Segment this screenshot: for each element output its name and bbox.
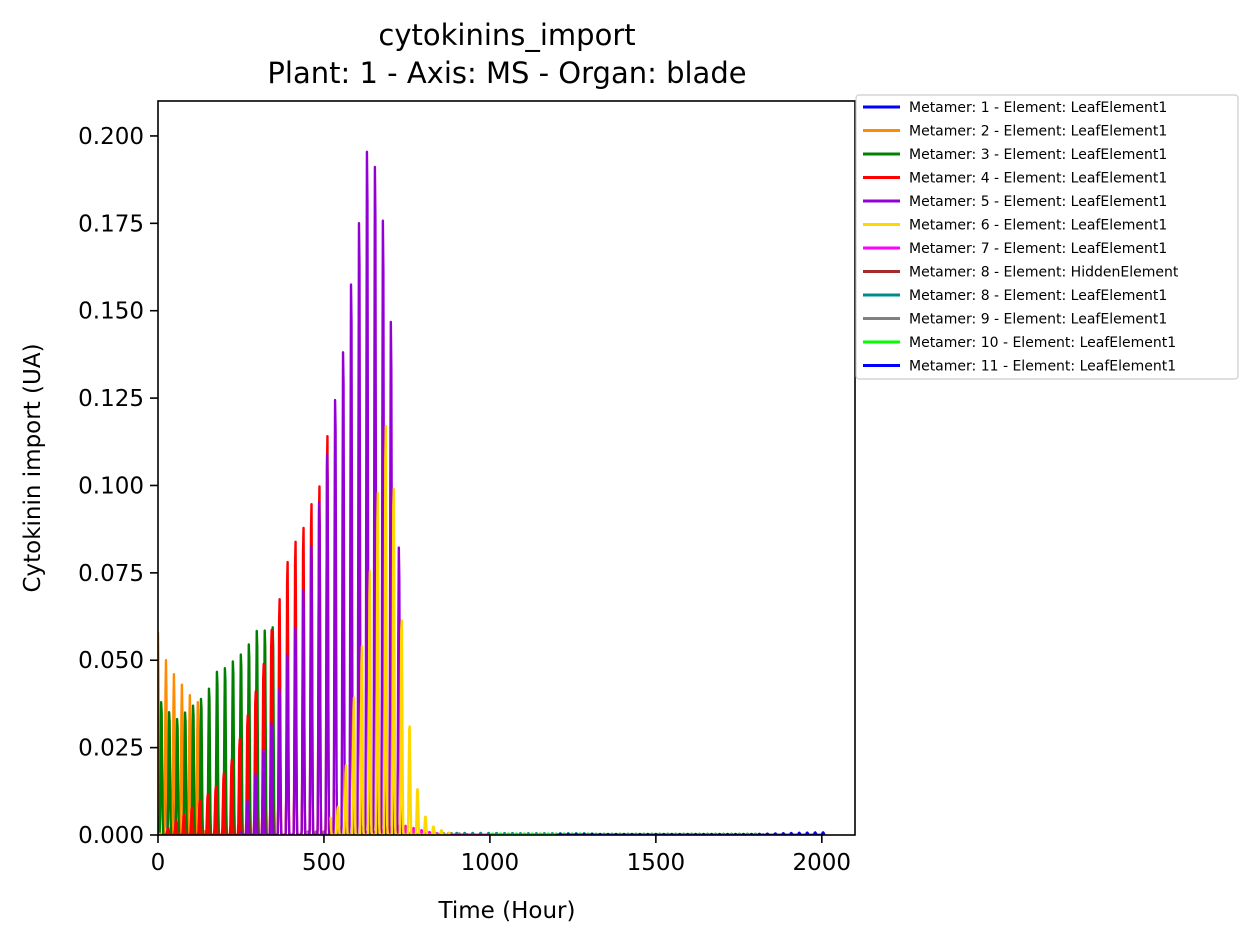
x-tick-label: 0 [151, 850, 166, 876]
y-axis: 0.000 0.025 0.050 0.075 0.100 0.125 0.150 0.175… [78, 124, 158, 849]
y-tick-label: 0.050 [78, 648, 144, 674]
x-tick-label: 1500 [627, 850, 686, 876]
x-axis: 0 500 1000 1500 2000 [151, 835, 851, 876]
legend-label: Metamer: 11 - Element: LeafElement1 [909, 359, 1176, 375]
legend-label: Metamer: 1 - Element: LeafElement1 [909, 100, 1167, 116]
y-tick-label: 0.200 [78, 124, 144, 150]
legend-label: Metamer: 8 - Element: HiddenElement [909, 265, 1179, 281]
y-tick-label: 0.000 [78, 823, 144, 849]
chart-title: cytokinins_import [378, 18, 635, 52]
legend-label: Metamer: 7 - Element: LeafElement1 [909, 241, 1167, 257]
legend: Metamer: 1 - Element: LeafElement1 Metame… [855, 94, 1239, 380]
plot-area-frame [157, 100, 856, 836]
legend-label: Metamer: 3 - Element: LeafElement1 [909, 147, 1167, 163]
x-tick-label: 2000 [793, 850, 852, 876]
y-tick-label: 0.075 [78, 561, 144, 587]
x-tick-label: 1000 [461, 850, 520, 876]
legend-label: Metamer: 10 - Element: LeafElement1 [909, 335, 1176, 351]
legend-label: Metamer: 2 - Element: LeafElement1 [909, 124, 1167, 140]
y-tick-label: 0.150 [78, 299, 144, 325]
y-tick-label: 0.125 [78, 386, 144, 412]
legend-entries: Metamer: 1 - Element: LeafElement1 Metame… [863, 100, 1179, 375]
y-tick-label: 0.175 [78, 211, 144, 237]
y-tick-label: 0.100 [78, 473, 144, 499]
chart-subtitle: Plant: 1 - Axis: MS - Organ: blade [267, 56, 746, 90]
series-line-2 [158, 632, 206, 835]
y-tick-label: 0.025 [78, 736, 144, 762]
legend-label: Metamer: 5 - Element: LeafElement1 [909, 194, 1167, 210]
legend-label: Metamer: 8 - Element: LeafElement1 [909, 288, 1167, 304]
x-axis-label: Time (Hour) [438, 898, 576, 924]
y-axis-label: Cytokinin import (UA) [20, 343, 46, 592]
legend-label: Metamer: 9 - Element: LeafElement1 [909, 312, 1167, 328]
x-tick-label: 500 [302, 850, 346, 876]
legend-frame [855, 94, 1239, 380]
legend-label: Metamer: 4 - Element: LeafElement1 [909, 171, 1167, 187]
legend-label: Metamer: 6 - Element: LeafElement1 [909, 218, 1167, 234]
